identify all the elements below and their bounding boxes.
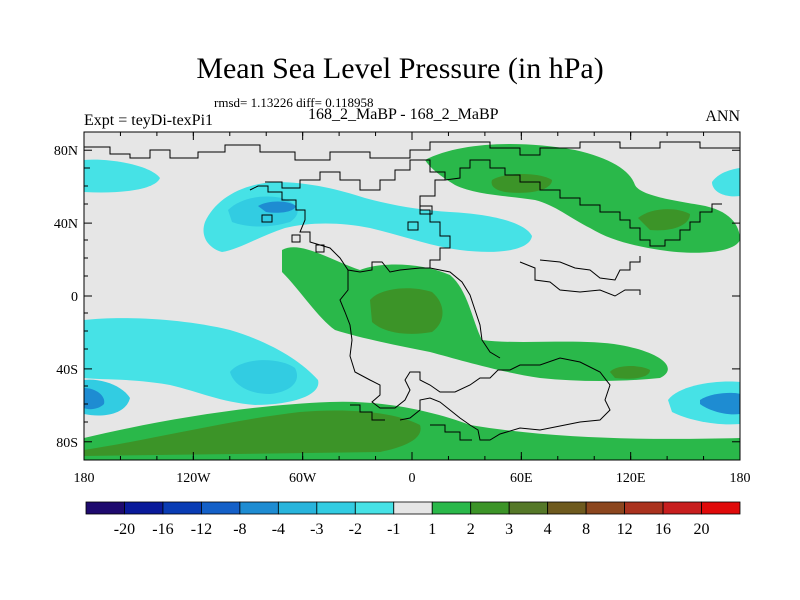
latitude-labels: 80N 40N 0 40S 80S [54,144,78,451]
indian-ocean-darkgreen-blob [610,366,650,379]
colorbar-label: -16 [152,521,173,538]
south-darkgreen-band [84,410,421,456]
coastline-north-america [249,159,451,273]
south-pacific-cyan-core-2 [230,360,298,394]
colorbar-label: 3 [505,521,513,538]
colorbar-swatch [547,501,587,515]
comparison-label: 168_2_MaBP - 168_2_MaBP [308,106,499,123]
africa-darkgreen-blob [370,288,443,334]
colorbar-label: -12 [191,521,212,538]
colorbar-label: 2 [467,521,475,538]
coastline-greenland-islands [261,205,433,253]
lat-label: 0 [71,290,78,305]
colorbar [85,501,741,515]
colorbar-swatch [277,501,318,515]
coastline-east-asia [539,256,641,281]
colorbar-swatch [239,501,279,515]
colorbar-swatch [393,501,433,515]
colorbar-label: 8 [582,521,590,538]
colorbar-swatch [662,501,702,515]
asia-darkgreen-blob-2 [638,209,690,231]
axis-ticks [83,132,741,460]
lat-label: 80S [56,436,78,451]
inner-ticks [84,167,90,423]
lat-label: 40N [54,217,78,232]
colorbar-swatch [354,501,395,515]
experiment-label: Expt = teyDi-texPi1 [84,112,214,129]
coastline-south-america-africa [339,270,611,441]
colorbar-label: -4 [272,521,285,538]
colorbar-label: -3 [310,521,323,538]
colorbar-swatch [470,501,510,515]
colorbar-swatch [508,501,549,515]
northeast-corner-cyan-region [712,168,740,197]
colorbar-swatch [701,501,741,515]
coastline-tethys [519,261,641,297]
lon-label: 120E [616,471,646,486]
colorbar-label: 1 [428,521,436,538]
coastline-asia [444,159,722,247]
lat-label: 40S [56,363,78,378]
colorbar-swatch [624,501,664,515]
colorbar-label: 20 [694,521,710,538]
colorbar-swatch [316,501,356,515]
lon-label: 180 [74,471,95,486]
colorbar-label: 16 [655,521,671,538]
stats-subtitle: rmsd= 1.13226 diff= 0.118958 [214,95,374,110]
chart-title: Mean Sea Level Pressure (in hPa) [196,52,604,85]
lon-label: 0 [409,471,416,486]
colorbar-swatch [201,501,241,515]
south-pacific-blue-core [84,388,105,410]
longitude-labels: 180 120W 60W 0 60E 120E 180 [74,471,751,486]
colorbar-swatch [124,501,164,515]
lon-label: 120W [176,471,211,486]
coastline-africa-east [429,267,501,359]
colorbar-label: -1 [387,521,400,538]
map-plot-area [84,132,740,460]
asia-darkgreen-blob-1 [491,174,552,193]
northwest-pacific-cyan-region [84,159,160,193]
coastlines [84,141,740,441]
lat-label: 80N [54,144,78,159]
lon-label: 180 [730,471,751,486]
colorbar-label: -8 [233,521,246,538]
season-label: ANN [705,108,740,125]
colorbar-label: -20 [114,521,135,538]
africa-green-region [282,247,668,381]
southeast-corner-blue-core [700,392,740,415]
lon-label: 60E [510,471,533,486]
colorbar-label: 4 [544,521,552,538]
colorbar-labels: -20 -16 -12 -8 -4 -3 -2 -1 1 2 3 4 8 12 16 20 [114,521,710,538]
colorbar-label: 12 [617,521,633,538]
coastline-antarctica [350,404,472,441]
colorbar-swatch [431,501,472,515]
coastline-north [84,141,740,161]
lon-label: 60W [289,471,317,486]
colorbar-label: -2 [349,521,362,538]
colorbar-swatch [162,501,202,515]
north-america-blue-core [258,201,296,213]
colorbar-swatch [85,501,125,515]
colorbar-swatch [585,501,625,515]
